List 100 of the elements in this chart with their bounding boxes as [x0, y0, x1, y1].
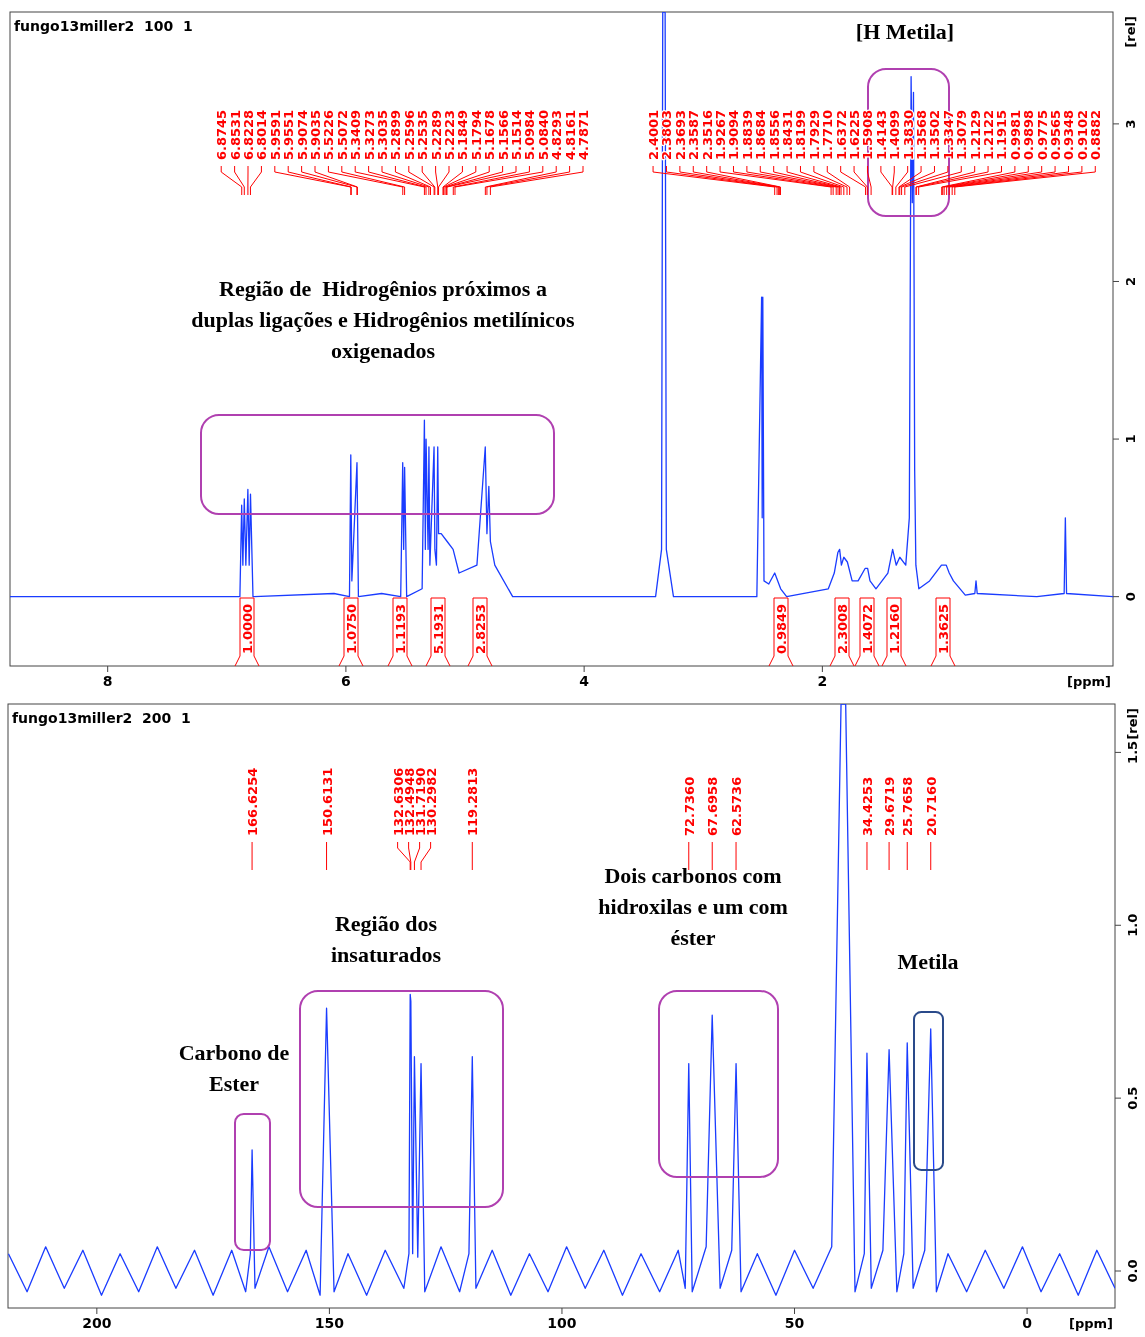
- annotation: 6.8745: [214, 109, 230, 160]
- annotation: 0.9981: [1007, 109, 1023, 160]
- y-tick-label: 0.0: [1125, 1259, 1140, 1283]
- annotation: 29.6719: [882, 776, 898, 836]
- annotation: 67.6958: [705, 776, 721, 836]
- y-tick-label: 1.0: [1125, 913, 1140, 937]
- x-tick-label: 150: [314, 1315, 345, 1331]
- x-tick-label: 200: [82, 1315, 112, 1331]
- annotation: 0.8882: [1088, 109, 1104, 160]
- annotation: 1.8839: [739, 109, 755, 160]
- y-tick-label: 1: [1123, 434, 1138, 444]
- annotation: 1.3830: [900, 109, 916, 160]
- annotation: 5.9035: [308, 109, 324, 160]
- annotation: 0.9348: [1061, 109, 1077, 160]
- annotation: [H Metila]: [855, 19, 955, 44]
- annotation: 5.1931: [431, 603, 446, 654]
- annotation: Dois carbonos com hidroxilas e um com éster: [598, 863, 788, 950]
- x-axis-title: [ppm]: [1066, 674, 1111, 689]
- annotation: 5.0840: [535, 109, 551, 160]
- line-series: [8, 704, 1115, 1296]
- annotation: 4.8161: [562, 109, 578, 160]
- y-tick-label: 0.5: [1125, 1086, 1140, 1110]
- annotation: 1.7929: [806, 109, 822, 160]
- annotation: 5.5226: [321, 109, 337, 160]
- annotation: Região de Hidrogênios próximos a duplas ligações e Hidrogênios metilínicos oxigenados: [191, 276, 576, 363]
- annotation: 5.5072: [334, 109, 350, 160]
- annotation: 1.3347: [940, 109, 956, 160]
- text: fungo13miller2 200 1: [12, 710, 191, 726]
- annotation: 5.2289: [428, 109, 444, 160]
- annotation: 5.2535: [415, 109, 431, 160]
- annotation: 1.3625: [936, 603, 951, 654]
- annotation: 1.4099: [887, 109, 903, 160]
- annotation: 1.3568: [914, 109, 930, 160]
- annotation: Região dos insaturados: [330, 911, 442, 967]
- annotation: 4.7871: [576, 109, 592, 160]
- annotation: 5.3409: [348, 109, 364, 160]
- annotation: 1.2160: [887, 603, 902, 654]
- annotation: 5.1514: [509, 109, 525, 160]
- annotation: Metila: [897, 949, 959, 974]
- annotation: 5.3273: [361, 109, 377, 160]
- x-tick-label: 6: [341, 673, 351, 689]
- annotation: 1.2122: [981, 109, 997, 160]
- annotation: 1.1193: [393, 603, 408, 654]
- annotation: 1.7710: [820, 109, 836, 160]
- annotation: 5.1849: [455, 109, 471, 160]
- annotation: 1.1915: [994, 109, 1010, 160]
- annotation: 6.8014: [254, 109, 270, 160]
- annotation: 1.3502: [927, 109, 943, 160]
- annotation: 25.7658: [900, 776, 916, 836]
- annotation: 1.4143: [873, 109, 889, 160]
- annotation: 2.3693: [672, 109, 688, 160]
- annotation: 5.2899: [388, 109, 404, 160]
- annotation: 1.8199: [793, 109, 809, 160]
- annotation: 62.5736: [729, 776, 745, 836]
- line-series: [10, 12, 1113, 598]
- x-tick-label: 4: [579, 673, 590, 689]
- annotation: 6.8531: [227, 109, 243, 160]
- annotation: 119.2813: [465, 767, 481, 836]
- x-tick-label: 8: [102, 673, 113, 689]
- annotation: 1.9267: [713, 109, 729, 160]
- annotation: 0.9102: [1074, 109, 1090, 160]
- annotation: 5.2596: [401, 109, 417, 160]
- annotation: 1.3079: [954, 109, 970, 160]
- annotation: 0.9849: [774, 603, 789, 654]
- y-axis-title: [rel]: [1125, 708, 1140, 740]
- annotation: 1.6225: [847, 109, 863, 160]
- annotation: 5.1794: [468, 109, 484, 160]
- annotation: 1.8684: [753, 109, 769, 160]
- annotation: Carbono de Ester: [178, 1040, 290, 1096]
- x-tick-label: 0: [1022, 1315, 1033, 1331]
- annotation: 2.3008: [835, 603, 850, 654]
- annotation: 1.9094: [726, 109, 742, 160]
- x-tick-label: 100: [547, 1315, 577, 1331]
- annotation: 1.8431: [780, 109, 796, 160]
- x-axis-title: [ppm]: [1068, 1316, 1113, 1331]
- annotation: 5.9551: [281, 109, 297, 160]
- annotation: 2.8253: [473, 603, 488, 654]
- annotation: 1.0750: [344, 603, 359, 654]
- y-tick-label: 1.5: [1125, 740, 1140, 764]
- y-tick-label: 2: [1123, 276, 1138, 286]
- annotation: 166.6254: [245, 767, 261, 836]
- annotation: 1.8556: [766, 109, 782, 160]
- annotation: 0.9565: [1048, 109, 1064, 160]
- annotation: 1.6372: [833, 109, 849, 160]
- annotation: 5.9591: [267, 109, 283, 160]
- annotation: 72.7360: [681, 776, 697, 836]
- x-tick-label: 50: [784, 1315, 805, 1331]
- annotation: 1.5908: [860, 109, 876, 160]
- annotation: 1.0000: [240, 603, 255, 654]
- annotation: 1.2129: [967, 109, 983, 160]
- annotation: 2.4001: [646, 109, 662, 160]
- annotation: 5.3035: [375, 109, 391, 160]
- annotation: 1.4072: [860, 603, 875, 654]
- annotation: 20.7160: [923, 776, 939, 836]
- y-axis-title: [rel]: [1123, 16, 1138, 48]
- chart-title: fungo13miller2 100 1: [14, 18, 193, 34]
- annotation: 2.3587: [686, 109, 702, 160]
- annotation: 4.8293: [549, 109, 565, 160]
- y-tick-label: 3: [1123, 119, 1138, 129]
- annotation: 5.1678: [482, 109, 498, 160]
